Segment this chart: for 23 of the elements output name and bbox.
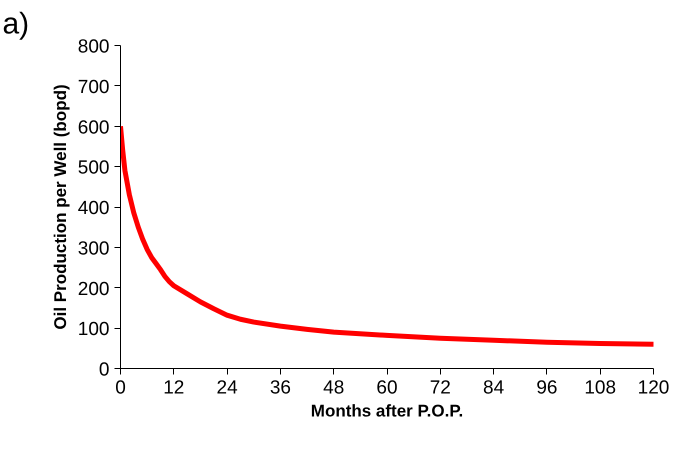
x-tick-label: 36 [270,378,291,398]
y-axis-title: Oil Production per Well (bopd) [50,84,70,330]
x-axis-title: Months after P.O.P. [310,402,464,420]
y-tick-label: 600 [78,117,110,138]
y-tick-label: 100 [78,319,110,340]
x-tick-label: 48 [323,378,344,398]
y-tick-label: 800 [78,36,110,58]
x-tick-label: 24 [216,378,238,398]
x-tick-label: 96 [536,378,558,398]
x-tick-label: 0 [115,378,126,398]
x-tick-label: 60 [376,378,398,398]
x-tick-label: 12 [163,378,184,398]
x-tick-label: 120 [638,378,670,398]
y-tick-label: 500 [78,158,110,179]
y-tick-label: 0 [98,360,110,380]
y-tick-label: 300 [78,238,110,260]
x-tick-label: 72 [430,378,451,398]
x-tick-label: 84 [483,378,505,398]
y-tick-label: 200 [78,278,110,300]
y-tick-label: 400 [78,198,110,219]
text: a) [2,8,30,40]
y-tick-label: 700 [78,76,110,98]
x-tick-label: 108 [584,378,616,398]
